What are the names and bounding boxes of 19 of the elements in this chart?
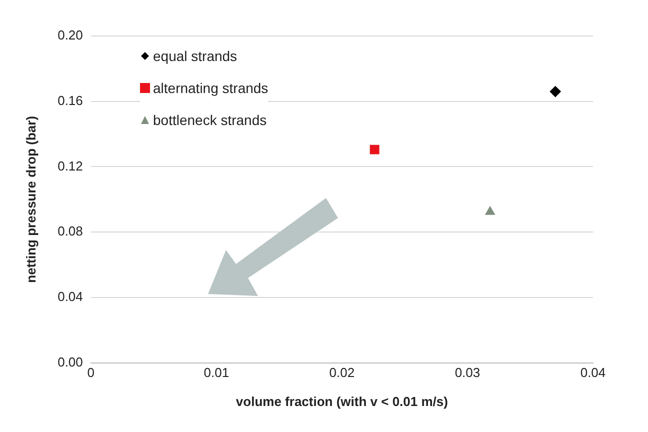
point: [550, 86, 561, 98]
legend-label: alternating strands: [153, 80, 268, 96]
x-tick-label: 0.04: [580, 365, 606, 380]
point: [370, 144, 380, 154]
x-tick-label: 0.03: [454, 365, 480, 380]
y-tick-label: 0.12: [58, 158, 83, 174]
x-axis-title: volume fraction (with v < 0.01 m/s): [236, 394, 448, 409]
y-tick-label: 0.16: [58, 92, 83, 108]
x-tick-label: 0.01: [204, 365, 230, 380]
x-tick-label: 0.02: [329, 365, 355, 380]
legend-label: equal strands: [153, 48, 238, 64]
legend-label: bottleneck strands: [153, 112, 267, 128]
y-tick-label: 0.00: [58, 354, 83, 370]
point: [485, 206, 495, 215]
y-tick-label: 0.20: [58, 28, 83, 43]
y-axis-title: netting pressure drop (bar): [23, 116, 38, 283]
x-tick-label: 0: [87, 365, 95, 380]
y-tick-label: 0.08: [58, 224, 83, 239]
y-tick-label: 0.04: [58, 289, 83, 304]
